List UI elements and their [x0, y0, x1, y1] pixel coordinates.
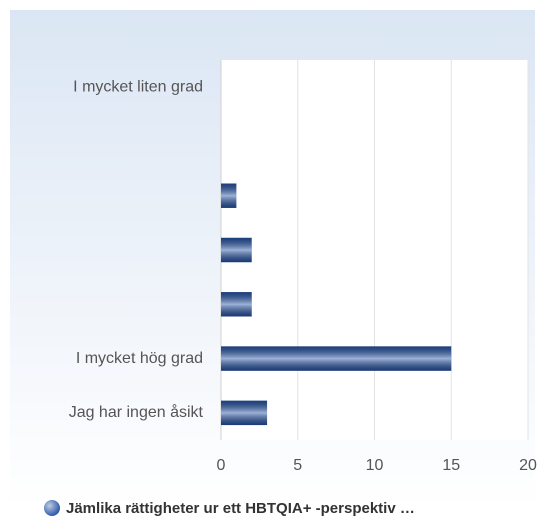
- x-tick-label: 20: [519, 457, 537, 474]
- bar: [221, 183, 237, 208]
- y-tick-label: Jag har ingen åsikt: [69, 403, 204, 421]
- bar: [221, 237, 252, 263]
- legend-marker-shine: [44, 500, 60, 516]
- x-tick-label: 10: [366, 457, 384, 474]
- y-tick-label: I mycket hög grad: [76, 350, 203, 367]
- x-tick-label: 5: [293, 457, 302, 474]
- bar: [221, 400, 268, 426]
- bar: [221, 292, 252, 317]
- x-tick-label: 15: [442, 457, 460, 474]
- bar: [221, 346, 452, 371]
- x-tick-label: 0: [217, 457, 226, 474]
- legend-label: Jämlika rättigheter ur ett HBTQIA+ -pers…: [66, 500, 415, 517]
- y-tick-label: I mycket liten grad: [73, 78, 203, 95]
